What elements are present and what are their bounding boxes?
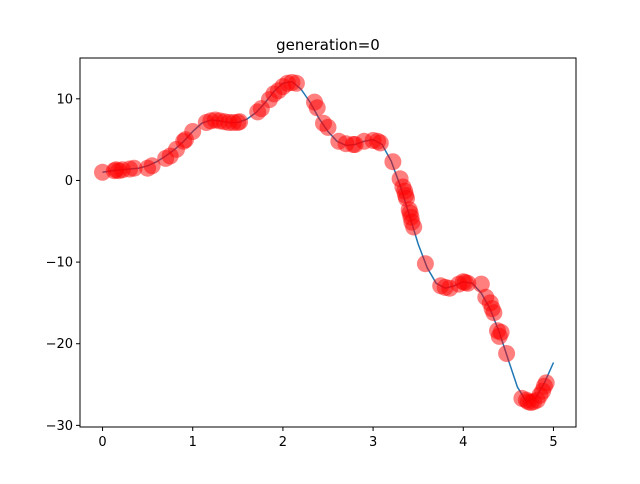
data-point — [485, 304, 503, 322]
y-tick-label: −20 — [46, 337, 73, 352]
data-point — [125, 159, 143, 177]
data-point — [472, 275, 490, 293]
data-point — [184, 123, 202, 140]
x-tick-label: 4 — [459, 435, 467, 450]
x-tick-label: 0 — [98, 435, 106, 450]
data-point — [308, 99, 326, 117]
data-point — [231, 113, 249, 131]
data-point — [498, 345, 516, 362]
data-point — [405, 218, 423, 236]
x-tick-label: 2 — [279, 435, 287, 450]
data-point — [371, 134, 389, 152]
data-point — [287, 74, 305, 92]
data-point — [492, 323, 510, 341]
axes-frame — [79, 57, 577, 428]
data-point — [459, 274, 477, 292]
x-tick-label: 5 — [549, 435, 557, 450]
y-tick-label: −10 — [46, 256, 73, 271]
data-point — [416, 255, 434, 273]
plot-area — [94, 74, 555, 411]
y-axis: 10 0 −10 −20 −30 — [46, 92, 80, 434]
x-tick-label: 3 — [369, 435, 377, 450]
chart-title: generation=0 — [276, 36, 380, 54]
data-point — [384, 153, 402, 171]
x-tick-label: 1 — [189, 435, 197, 450]
x-axis: 0 1 2 3 4 5 — [98, 427, 558, 450]
y-tick-label: 0 — [65, 174, 73, 189]
data-point — [319, 118, 337, 136]
data-point — [537, 374, 555, 392]
data-point — [143, 157, 161, 175]
y-tick-label: −30 — [46, 419, 73, 434]
y-tick-label: 10 — [56, 92, 73, 107]
